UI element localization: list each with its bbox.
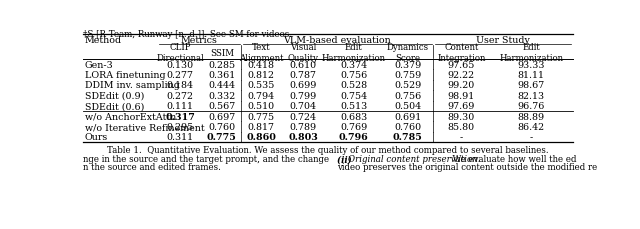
Text: 0.760: 0.760 (208, 123, 236, 131)
Text: VLM-based evaluation: VLM-based evaluation (284, 36, 391, 45)
Text: 0.756: 0.756 (394, 91, 422, 100)
Text: 0.796: 0.796 (339, 133, 369, 142)
Text: 0.704: 0.704 (290, 102, 317, 111)
Text: 97.65: 97.65 (447, 60, 475, 69)
Text: 0.860: 0.860 (246, 133, 276, 142)
Text: 0.111: 0.111 (166, 102, 193, 111)
Text: 0.697: 0.697 (208, 112, 236, 121)
Text: User Study: User Study (476, 36, 530, 45)
Text: 0.510: 0.510 (248, 102, 275, 111)
Text: CLIP
Directional: CLIP Directional (156, 43, 204, 63)
Text: Gen-3: Gen-3 (84, 60, 113, 69)
Text: 0.361: 0.361 (208, 71, 236, 80)
Text: 0.775: 0.775 (248, 112, 275, 121)
Text: 0.528: 0.528 (340, 81, 367, 90)
Text: 0.504: 0.504 (394, 102, 421, 111)
Text: 81.11: 81.11 (518, 71, 545, 80)
Text: 0.285: 0.285 (208, 60, 236, 69)
Text: 0.444: 0.444 (209, 81, 236, 90)
Text: Text
Alignment: Text Alignment (239, 43, 284, 63)
Text: 0.272: 0.272 (166, 91, 193, 100)
Text: 0.130: 0.130 (166, 60, 193, 69)
Text: 0.787: 0.787 (290, 71, 317, 80)
Text: -: - (529, 133, 532, 142)
Text: 0.418: 0.418 (248, 60, 275, 69)
Text: We evaluate how well the ed: We evaluate how well the ed (447, 155, 577, 164)
Text: nge in the source and the target prompt, and the change: nge in the source and the target prompt,… (83, 155, 329, 164)
Text: w/o Iterative Refinement: w/o Iterative Refinement (84, 123, 204, 131)
Text: †S [R Team, Runway [n. d.]]. See SM for videos.: †S [R Team, Runway [n. d.]]. See SM for … (83, 30, 292, 39)
Text: video preserves the original content outside the modified re: video preserves the original content out… (337, 162, 598, 171)
Text: SDEdit (0.6): SDEdit (0.6) (84, 102, 144, 111)
Text: 85.80: 85.80 (448, 123, 475, 131)
Text: 0.529: 0.529 (394, 81, 422, 90)
Text: 0.317: 0.317 (165, 112, 195, 121)
Text: Content
Integration: Content Integration (437, 43, 486, 63)
Text: Original content preservation.: Original content preservation. (348, 155, 481, 164)
Text: 0.184: 0.184 (166, 81, 193, 90)
Text: 0.535: 0.535 (248, 81, 275, 90)
Text: 0.567: 0.567 (208, 102, 236, 111)
Text: Metrics: Metrics (181, 36, 218, 45)
Text: -: - (460, 133, 463, 142)
Text: 88.89: 88.89 (518, 112, 545, 121)
Text: DDIM inv. sampling: DDIM inv. sampling (84, 81, 180, 90)
Text: 0.812: 0.812 (248, 71, 275, 80)
Text: 97.69: 97.69 (447, 102, 475, 111)
Text: 0.311: 0.311 (166, 133, 193, 142)
Text: Edit
Harmonization: Edit Harmonization (321, 43, 385, 63)
Text: 92.22: 92.22 (448, 71, 475, 80)
Text: 0.683: 0.683 (340, 112, 367, 121)
Text: 0.374: 0.374 (340, 60, 367, 69)
Text: 0.332: 0.332 (208, 91, 236, 100)
Text: (ii): (ii) (337, 155, 354, 164)
Text: 0.379: 0.379 (394, 60, 422, 69)
Text: 0.775: 0.775 (207, 133, 237, 142)
Text: Ours: Ours (84, 133, 108, 142)
Text: 99.20: 99.20 (447, 81, 475, 90)
Text: 0.760: 0.760 (394, 123, 421, 131)
Text: 0.756: 0.756 (340, 71, 367, 80)
Text: 0.610: 0.610 (290, 60, 317, 69)
Text: Edit
Harmonization: Edit Harmonization (499, 43, 563, 63)
Text: Visual
Quality: Visual Quality (288, 43, 319, 63)
Text: SDEdit (0.9): SDEdit (0.9) (84, 91, 144, 100)
Text: 98.67: 98.67 (517, 81, 545, 90)
Text: 98.91: 98.91 (447, 91, 475, 100)
Text: 0.789: 0.789 (290, 123, 317, 131)
Text: 0.754: 0.754 (340, 91, 367, 100)
Text: LORA finetuning: LORA finetuning (84, 71, 165, 80)
Text: 0.513: 0.513 (340, 102, 367, 111)
Text: 0.699: 0.699 (289, 81, 317, 90)
Text: 0.277: 0.277 (166, 71, 193, 80)
Text: w/o AnchorExtAttn: w/o AnchorExtAttn (84, 112, 176, 121)
Text: 93.33: 93.33 (517, 60, 545, 69)
Text: 0.295: 0.295 (166, 123, 194, 131)
Text: 89.30: 89.30 (447, 112, 475, 121)
Text: 0.817: 0.817 (248, 123, 275, 131)
Text: 96.76: 96.76 (517, 102, 545, 111)
Text: 0.799: 0.799 (289, 91, 317, 100)
Text: 0.769: 0.769 (340, 123, 367, 131)
Text: Dynamics
Score: Dynamics Score (387, 43, 429, 63)
Text: 0.803: 0.803 (288, 133, 318, 142)
Text: 0.691: 0.691 (394, 112, 422, 121)
Text: 0.785: 0.785 (393, 133, 422, 142)
Text: SSIM: SSIM (210, 48, 234, 57)
Text: Table 1.  Quantitative Evaluation. We assess the quality of our method compared : Table 1. Quantitative Evaluation. We ass… (107, 146, 549, 155)
Text: 0.759: 0.759 (394, 71, 422, 80)
Text: 0.794: 0.794 (248, 91, 275, 100)
Text: 82.13: 82.13 (518, 91, 545, 100)
Text: Method: Method (84, 36, 122, 45)
Text: 86.42: 86.42 (518, 123, 545, 131)
Text: n the source and edited frames.: n the source and edited frames. (83, 162, 221, 171)
Text: 0.724: 0.724 (290, 112, 317, 121)
